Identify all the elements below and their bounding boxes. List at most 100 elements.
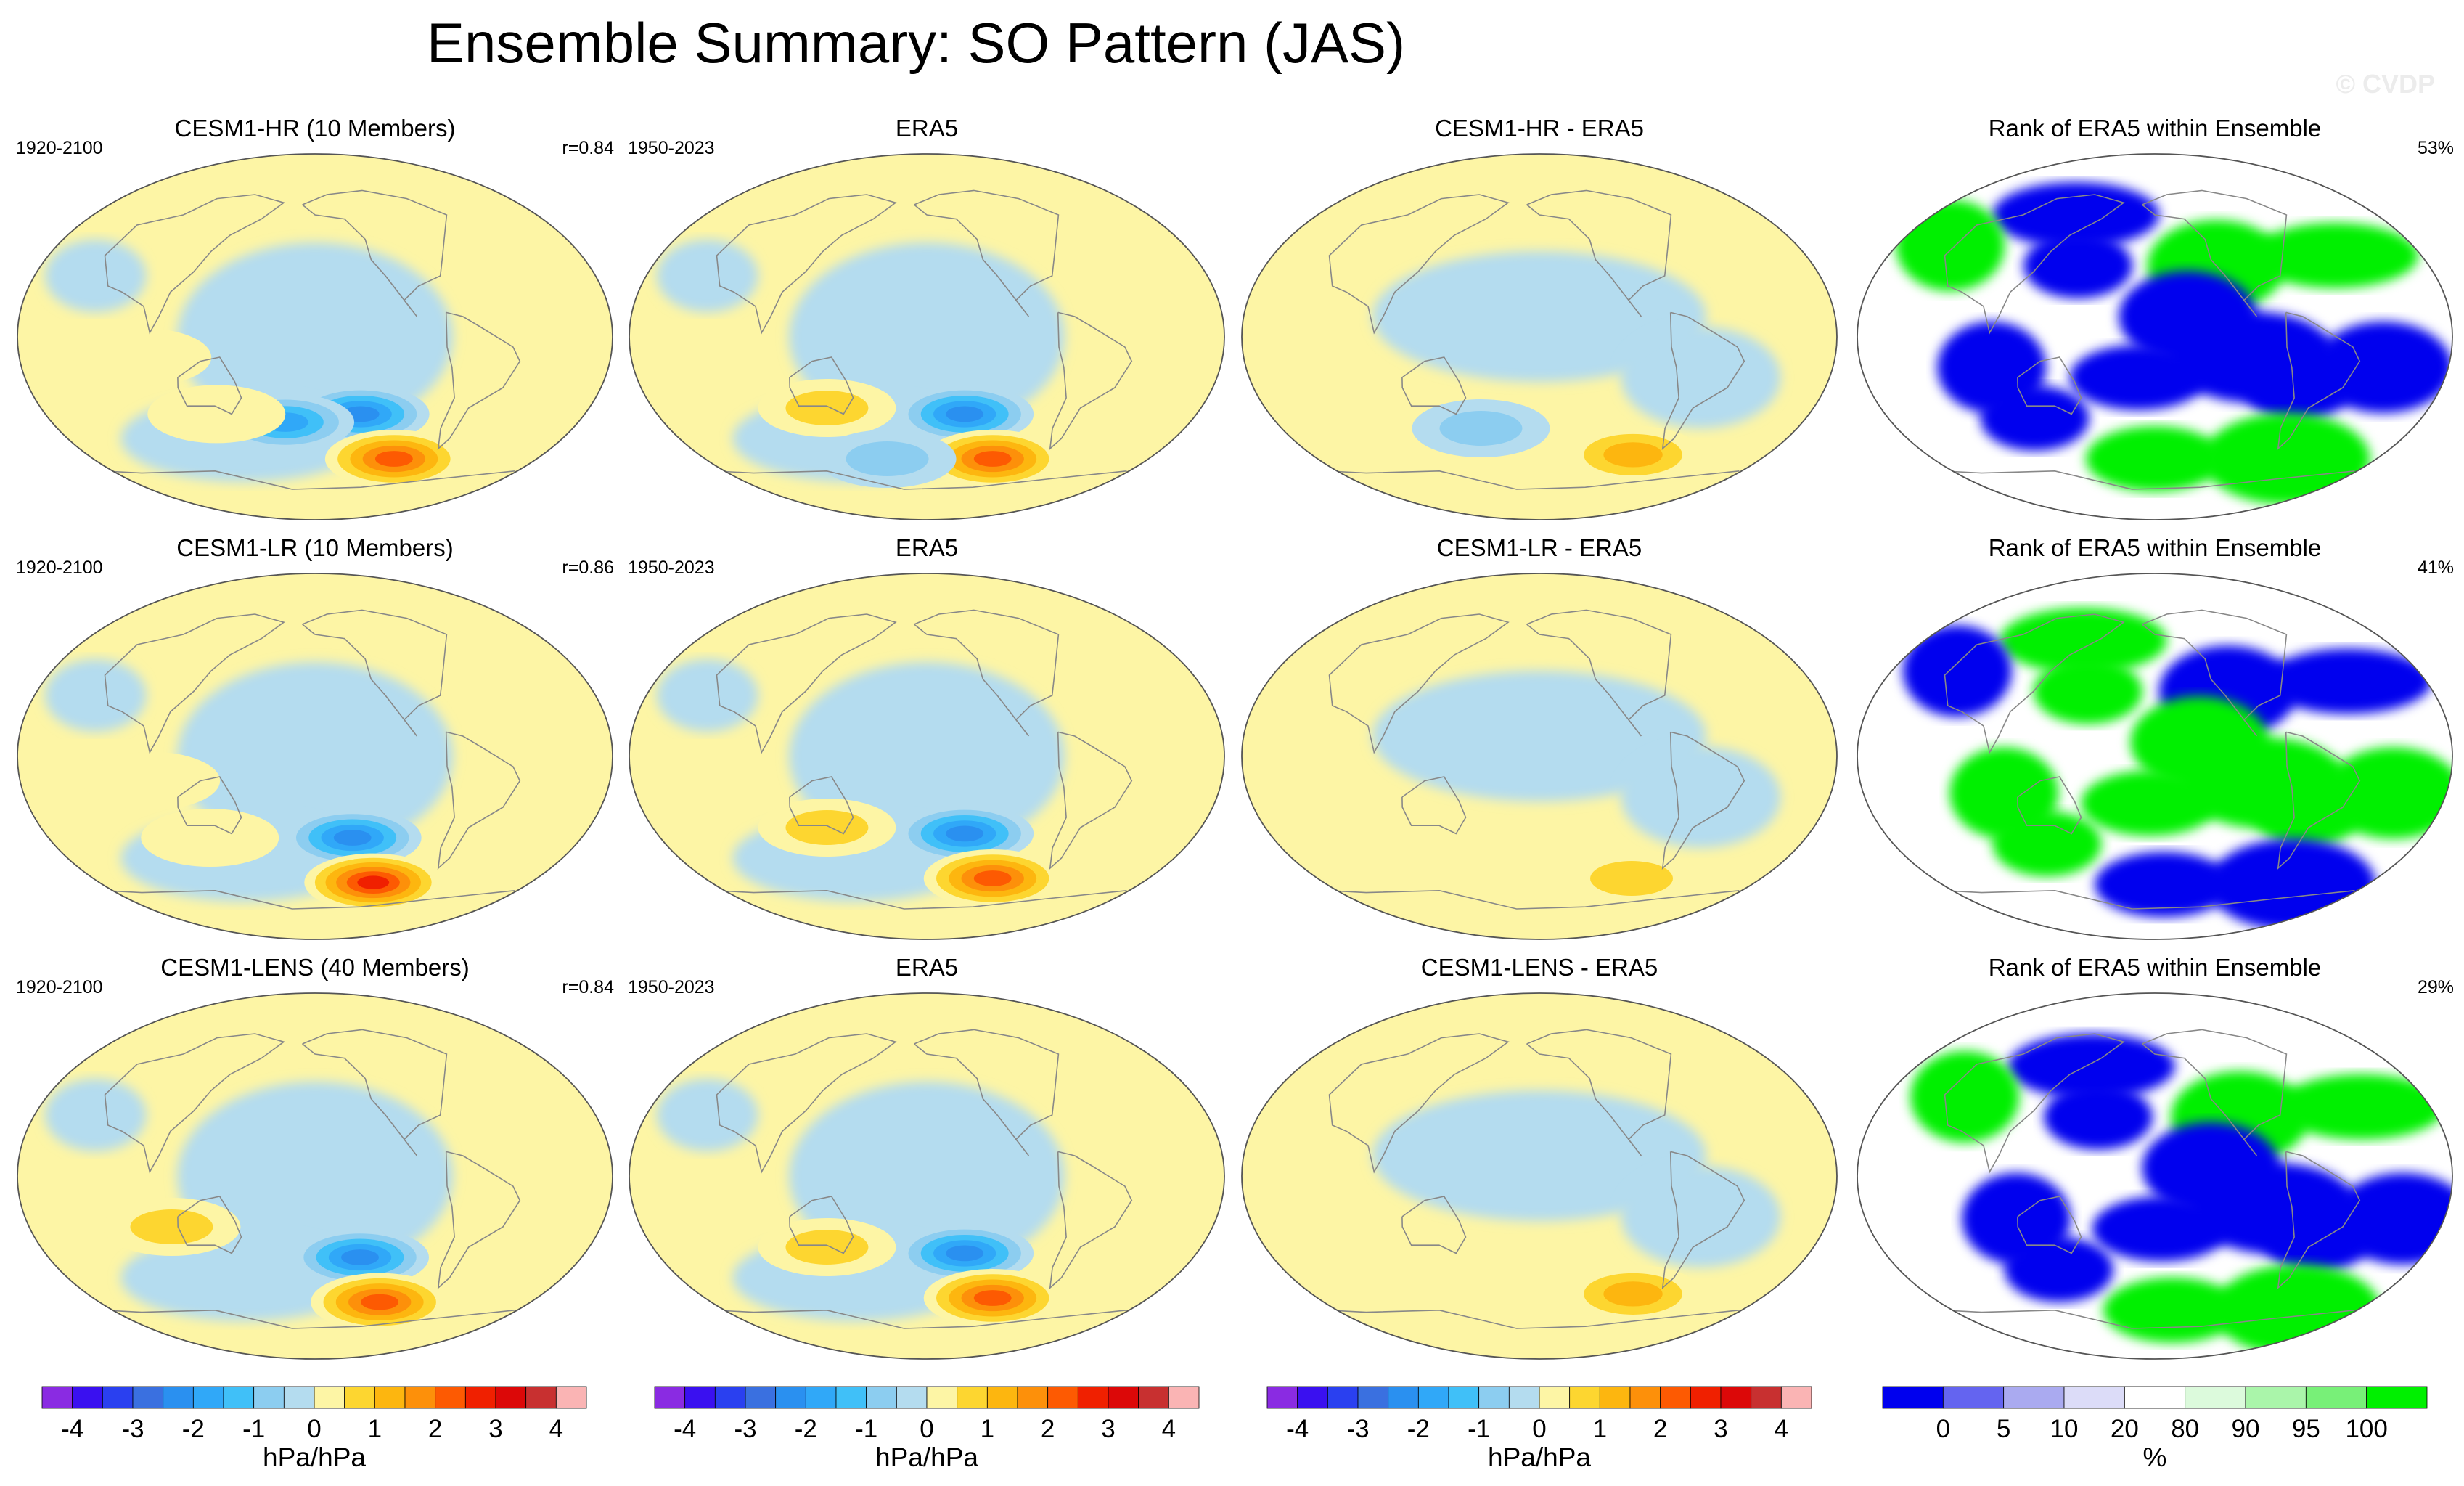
coastline [1328, 1033, 1510, 1174]
rank-region [2251, 223, 2419, 288]
colorbar-swatch [805, 1386, 837, 1409]
cvdp-watermark: © CVDP [2336, 69, 2435, 99]
colorbar-swatch [1448, 1386, 1480, 1409]
colorbar-swatch [1047, 1386, 1078, 1409]
field-negative [1372, 671, 1706, 801]
colorbar-swatch [835, 1386, 867, 1409]
panel-stat: 29% [2418, 977, 2454, 997]
colorbar-tick: 2 [1653, 1415, 1667, 1443]
anomaly-contour [141, 809, 279, 867]
colorbar-swatch [1942, 1386, 2005, 1409]
colorbar-tick: 0 [1936, 1415, 1950, 1443]
rank-region [2095, 852, 2233, 918]
colorbar-tick: 1 [368, 1415, 382, 1443]
coastline [302, 609, 448, 737]
colorbar-tick: 100 [2345, 1415, 2387, 1443]
coastline [914, 609, 1060, 737]
anomaly-contour [1603, 442, 1663, 468]
colorbar-tick: -3 [1346, 1415, 1369, 1443]
panel-stat: 41% [2418, 558, 2454, 578]
rank-region [2209, 838, 2376, 931]
field-negative [177, 242, 453, 431]
colorbar-swatch [344, 1386, 375, 1409]
coastline [302, 189, 448, 317]
panel-title: ERA5 [896, 954, 958, 981]
globe-outline [1241, 153, 1838, 520]
colorbar-tick: 1 [1593, 1415, 1607, 1443]
field-negative [177, 662, 453, 851]
coastline [1526, 609, 1672, 737]
coastline [1049, 311, 1133, 451]
coastline [1049, 731, 1133, 870]
colorbar-swatch [1108, 1386, 1139, 1409]
colorbar-swatch [314, 1386, 345, 1409]
coastline [914, 1029, 1060, 1156]
colorbar-swatch [2245, 1386, 2307, 1409]
map-diff-r0: CESM1-HR - ERA5 [1241, 115, 1838, 520]
colorbar-tick: 2 [428, 1415, 442, 1443]
panel-title: ERA5 [896, 534, 958, 561]
field-negative [1621, 1166, 1781, 1267]
colorbar-swatch [1780, 1386, 1812, 1409]
pattern-colorbar-3: -4 -3 -2 -1 0 1 2 3 4 hPa/hPa [1266, 1386, 1812, 1472]
globe-outline [1241, 573, 1838, 940]
globe-outline [629, 573, 1225, 940]
colorbar-tick: 3 [488, 1415, 502, 1443]
colorbar-tick: 5 [1997, 1415, 2010, 1443]
map-obs-r0: ERA5 1950-2023 [628, 115, 1225, 520]
colorbar-swatch [283, 1386, 315, 1409]
colorbar-tick: 3 [1101, 1415, 1115, 1443]
colorbar-swatch [986, 1386, 1018, 1409]
anomaly-contour [785, 810, 869, 845]
globe-outline [1857, 573, 2453, 940]
colorbar-swatch [1660, 1386, 1691, 1409]
colorbar-swatch [714, 1386, 746, 1409]
anomaly-contour [374, 451, 413, 467]
colorbar-tick: 95 [2292, 1415, 2320, 1443]
rank-region [2033, 658, 2142, 724]
globe-outline [17, 573, 613, 940]
globe-outline [1241, 992, 1838, 1360]
anomaly-contour [333, 830, 372, 846]
figure-title: Ensemble Summary: SO Pattern (JAS) [427, 11, 1405, 75]
anomaly-contour [946, 825, 984, 842]
pattern-colorbar-2: -4 -3 -2 -1 0 1 2 3 4 hPa/hPa [654, 1386, 1200, 1472]
colorbar-swatch [1690, 1386, 1722, 1409]
anomaly-contour [785, 391, 869, 425]
coastline [789, 1196, 854, 1254]
field-negative [656, 240, 758, 312]
coastline [674, 888, 1127, 910]
map-model-r2: CESM1-LENS (40 Members) 1920-2100 r=0.84 [16, 954, 614, 1360]
globe-outline [629, 153, 1225, 520]
coastline [789, 356, 854, 415]
field-negative [44, 1079, 147, 1151]
rank-region [2007, 1033, 2175, 1099]
panel-title: CESM1-HR - ERA5 [1435, 115, 1644, 142]
colorbar-swatch [1417, 1386, 1449, 1409]
rank-region [2086, 426, 2224, 491]
panel-stat: r=0.84 [562, 977, 614, 997]
colorbar-swatch [102, 1386, 134, 1409]
coastline [1328, 194, 1510, 335]
panel-title: Rank of ERA5 within Ensemble [1989, 534, 2322, 561]
coastline [2142, 609, 2288, 737]
colorbar-tick: 10 [2050, 1415, 2079, 1443]
colorbar-swatch [72, 1386, 103, 1409]
globe-field [1857, 993, 2452, 1359]
panel-stat: r=0.84 [562, 138, 614, 158]
colorbar-tick: -4 [1286, 1415, 1309, 1443]
colorbar-unit: hPa/hPa [875, 1442, 978, 1472]
colorbar-swatch [253, 1386, 285, 1409]
colorbar-swatch [464, 1386, 496, 1409]
panel-period: 1950-2023 [628, 138, 715, 158]
colorbar-swatch [435, 1386, 466, 1409]
anomaly-contour [1439, 411, 1523, 446]
coastline [2142, 1029, 2288, 1156]
field-negative [656, 1079, 758, 1151]
map-model-r0: CESM1-HR (10 Members) 1920-2100 r=0.84 [16, 115, 614, 520]
globe-outline [629, 992, 1225, 1360]
rank-region [2142, 1122, 2280, 1214]
rank-region [2119, 271, 2257, 362]
panel-title: CESM1-LR - ERA5 [1437, 534, 1642, 561]
colorbar-unit: hPa/hPa [263, 1442, 366, 1472]
